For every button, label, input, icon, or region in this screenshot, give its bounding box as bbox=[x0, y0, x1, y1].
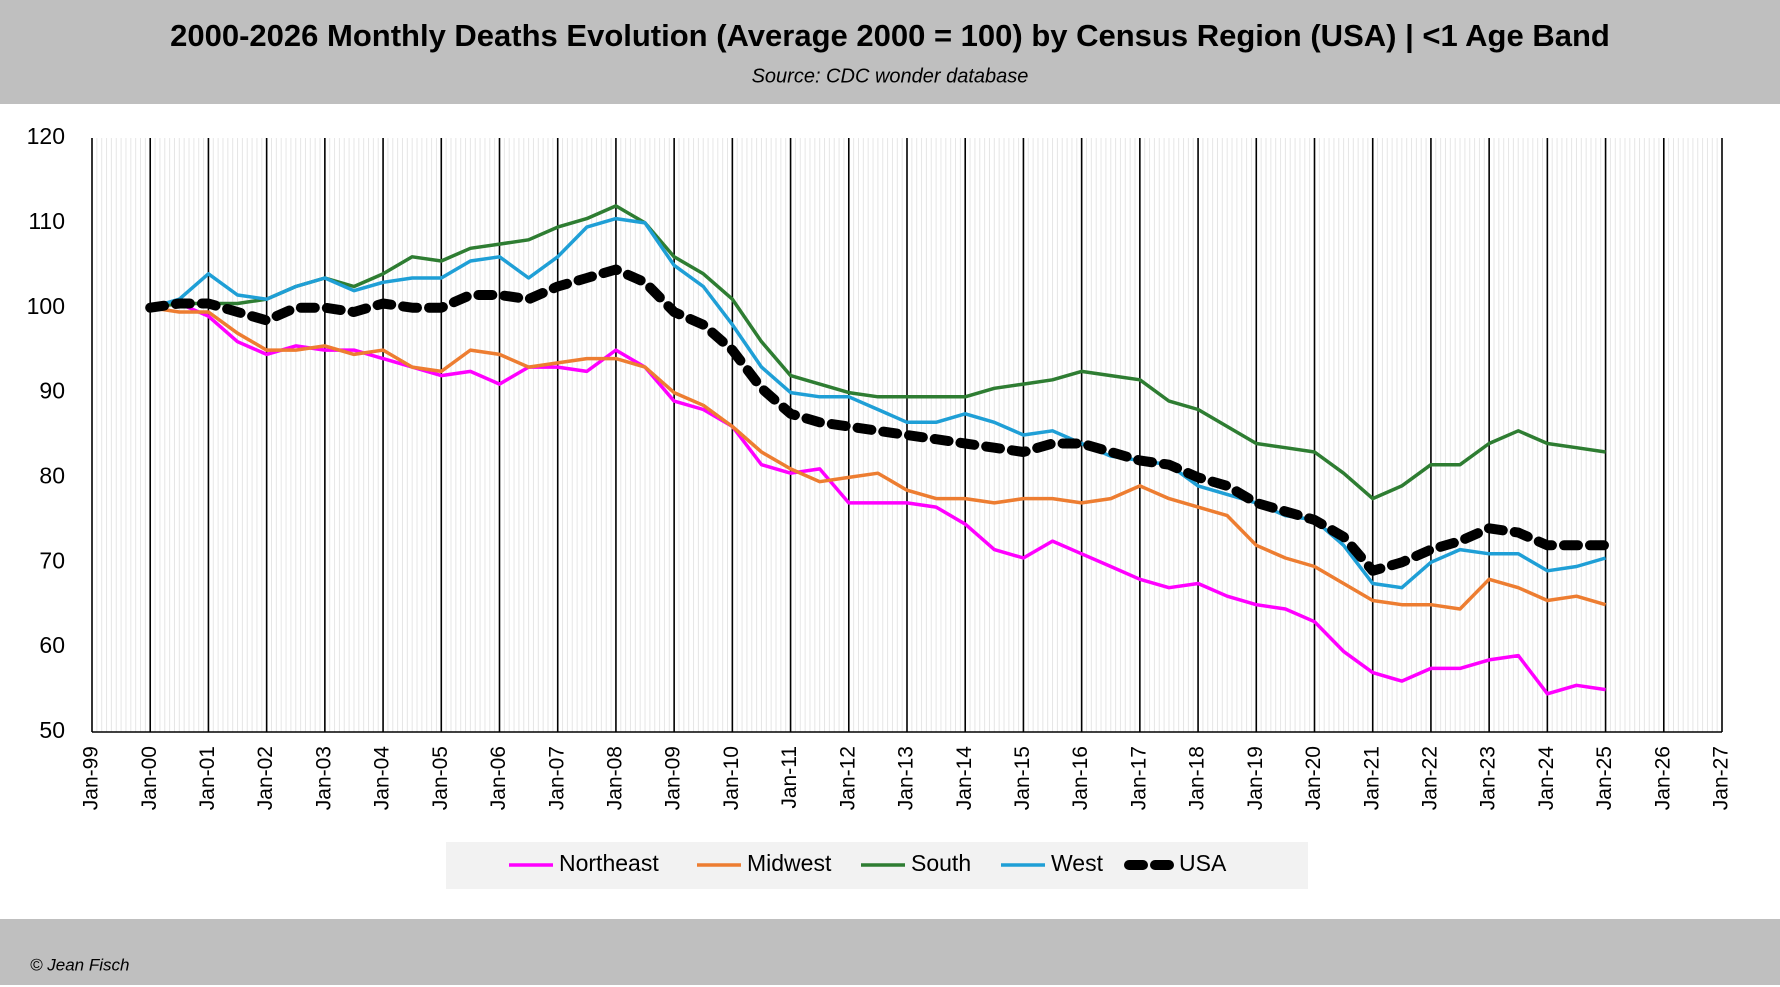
x-tick-label: Jan-00 bbox=[138, 746, 161, 810]
legend-label: South bbox=[911, 850, 971, 876]
legend-label: Midwest bbox=[747, 850, 832, 876]
x-tick-label: Jan-20 bbox=[1302, 746, 1325, 810]
chart-subtitle: Source: CDC wonder database bbox=[752, 65, 1029, 87]
series-line bbox=[149, 305, 1607, 611]
x-tick-label: Jan-09 bbox=[662, 746, 685, 810]
y-tick-label: 90 bbox=[39, 378, 65, 404]
header-band bbox=[0, 0, 1780, 104]
x-tick-label: Jan-13 bbox=[895, 746, 918, 810]
x-tick-label: Jan-21 bbox=[1360, 746, 1383, 810]
x-tick-label: Jan-24 bbox=[1535, 746, 1558, 811]
y-tick-label: 60 bbox=[39, 632, 65, 658]
y-tick-label: 80 bbox=[39, 463, 65, 489]
legend-label: USA bbox=[1179, 850, 1227, 876]
series-line bbox=[145, 264, 1611, 576]
x-tick-label: Jan-22 bbox=[1418, 746, 1441, 810]
legend-label: Northeast bbox=[559, 850, 659, 876]
x-tick-label: Jan-02 bbox=[254, 746, 277, 810]
footer-band bbox=[0, 919, 1780, 985]
x-tick-label: Jan-11 bbox=[778, 746, 801, 809]
x-tick-label: Jan-23 bbox=[1477, 746, 1500, 810]
y-tick-label: 70 bbox=[39, 547, 65, 573]
x-tick-label: Jan-19 bbox=[1244, 746, 1267, 810]
x-tick-label: Jan-99 bbox=[80, 746, 103, 810]
y-tick-label: 120 bbox=[27, 123, 65, 149]
x-tick-label: Jan-10 bbox=[720, 746, 743, 810]
x-tick-label: Jan-27 bbox=[1710, 746, 1733, 810]
x-tick-label: Jan-25 bbox=[1593, 746, 1616, 810]
chart-title: 2000-2026 Monthly Deaths Evolution (Aver… bbox=[170, 18, 1610, 53]
x-tick-label: Jan-26 bbox=[1651, 746, 1674, 810]
series-line bbox=[149, 301, 1606, 696]
x-tick-label: Jan-08 bbox=[603, 746, 626, 810]
y-tick-label: 50 bbox=[39, 717, 65, 743]
x-tick-label: Jan-05 bbox=[429, 746, 452, 810]
x-tick-label: Jan-01 bbox=[196, 746, 219, 810]
x-tick-label: Jan-16 bbox=[1069, 746, 1092, 810]
x-tick-label: Jan-07 bbox=[545, 746, 568, 810]
credit: © Jean Fisch bbox=[30, 955, 129, 974]
x-tick-label: Jan-15 bbox=[1011, 746, 1034, 810]
legend-label: West bbox=[1051, 850, 1104, 876]
x-tick-label: Jan-14 bbox=[953, 746, 976, 811]
series-line bbox=[149, 204, 1606, 501]
y-tick-label: 100 bbox=[27, 293, 65, 319]
x-tick-label: Jan-12 bbox=[836, 746, 859, 810]
x-tick-label: Jan-17 bbox=[1127, 746, 1150, 810]
x-tick-label: Jan-04 bbox=[371, 746, 394, 811]
x-tick-label: Jan-03 bbox=[312, 746, 335, 810]
x-tick-label: Jan-18 bbox=[1186, 746, 1209, 810]
x-tick-label: Jan-06 bbox=[487, 746, 510, 810]
series-line bbox=[149, 216, 1607, 590]
y-tick-label: 110 bbox=[28, 208, 65, 234]
